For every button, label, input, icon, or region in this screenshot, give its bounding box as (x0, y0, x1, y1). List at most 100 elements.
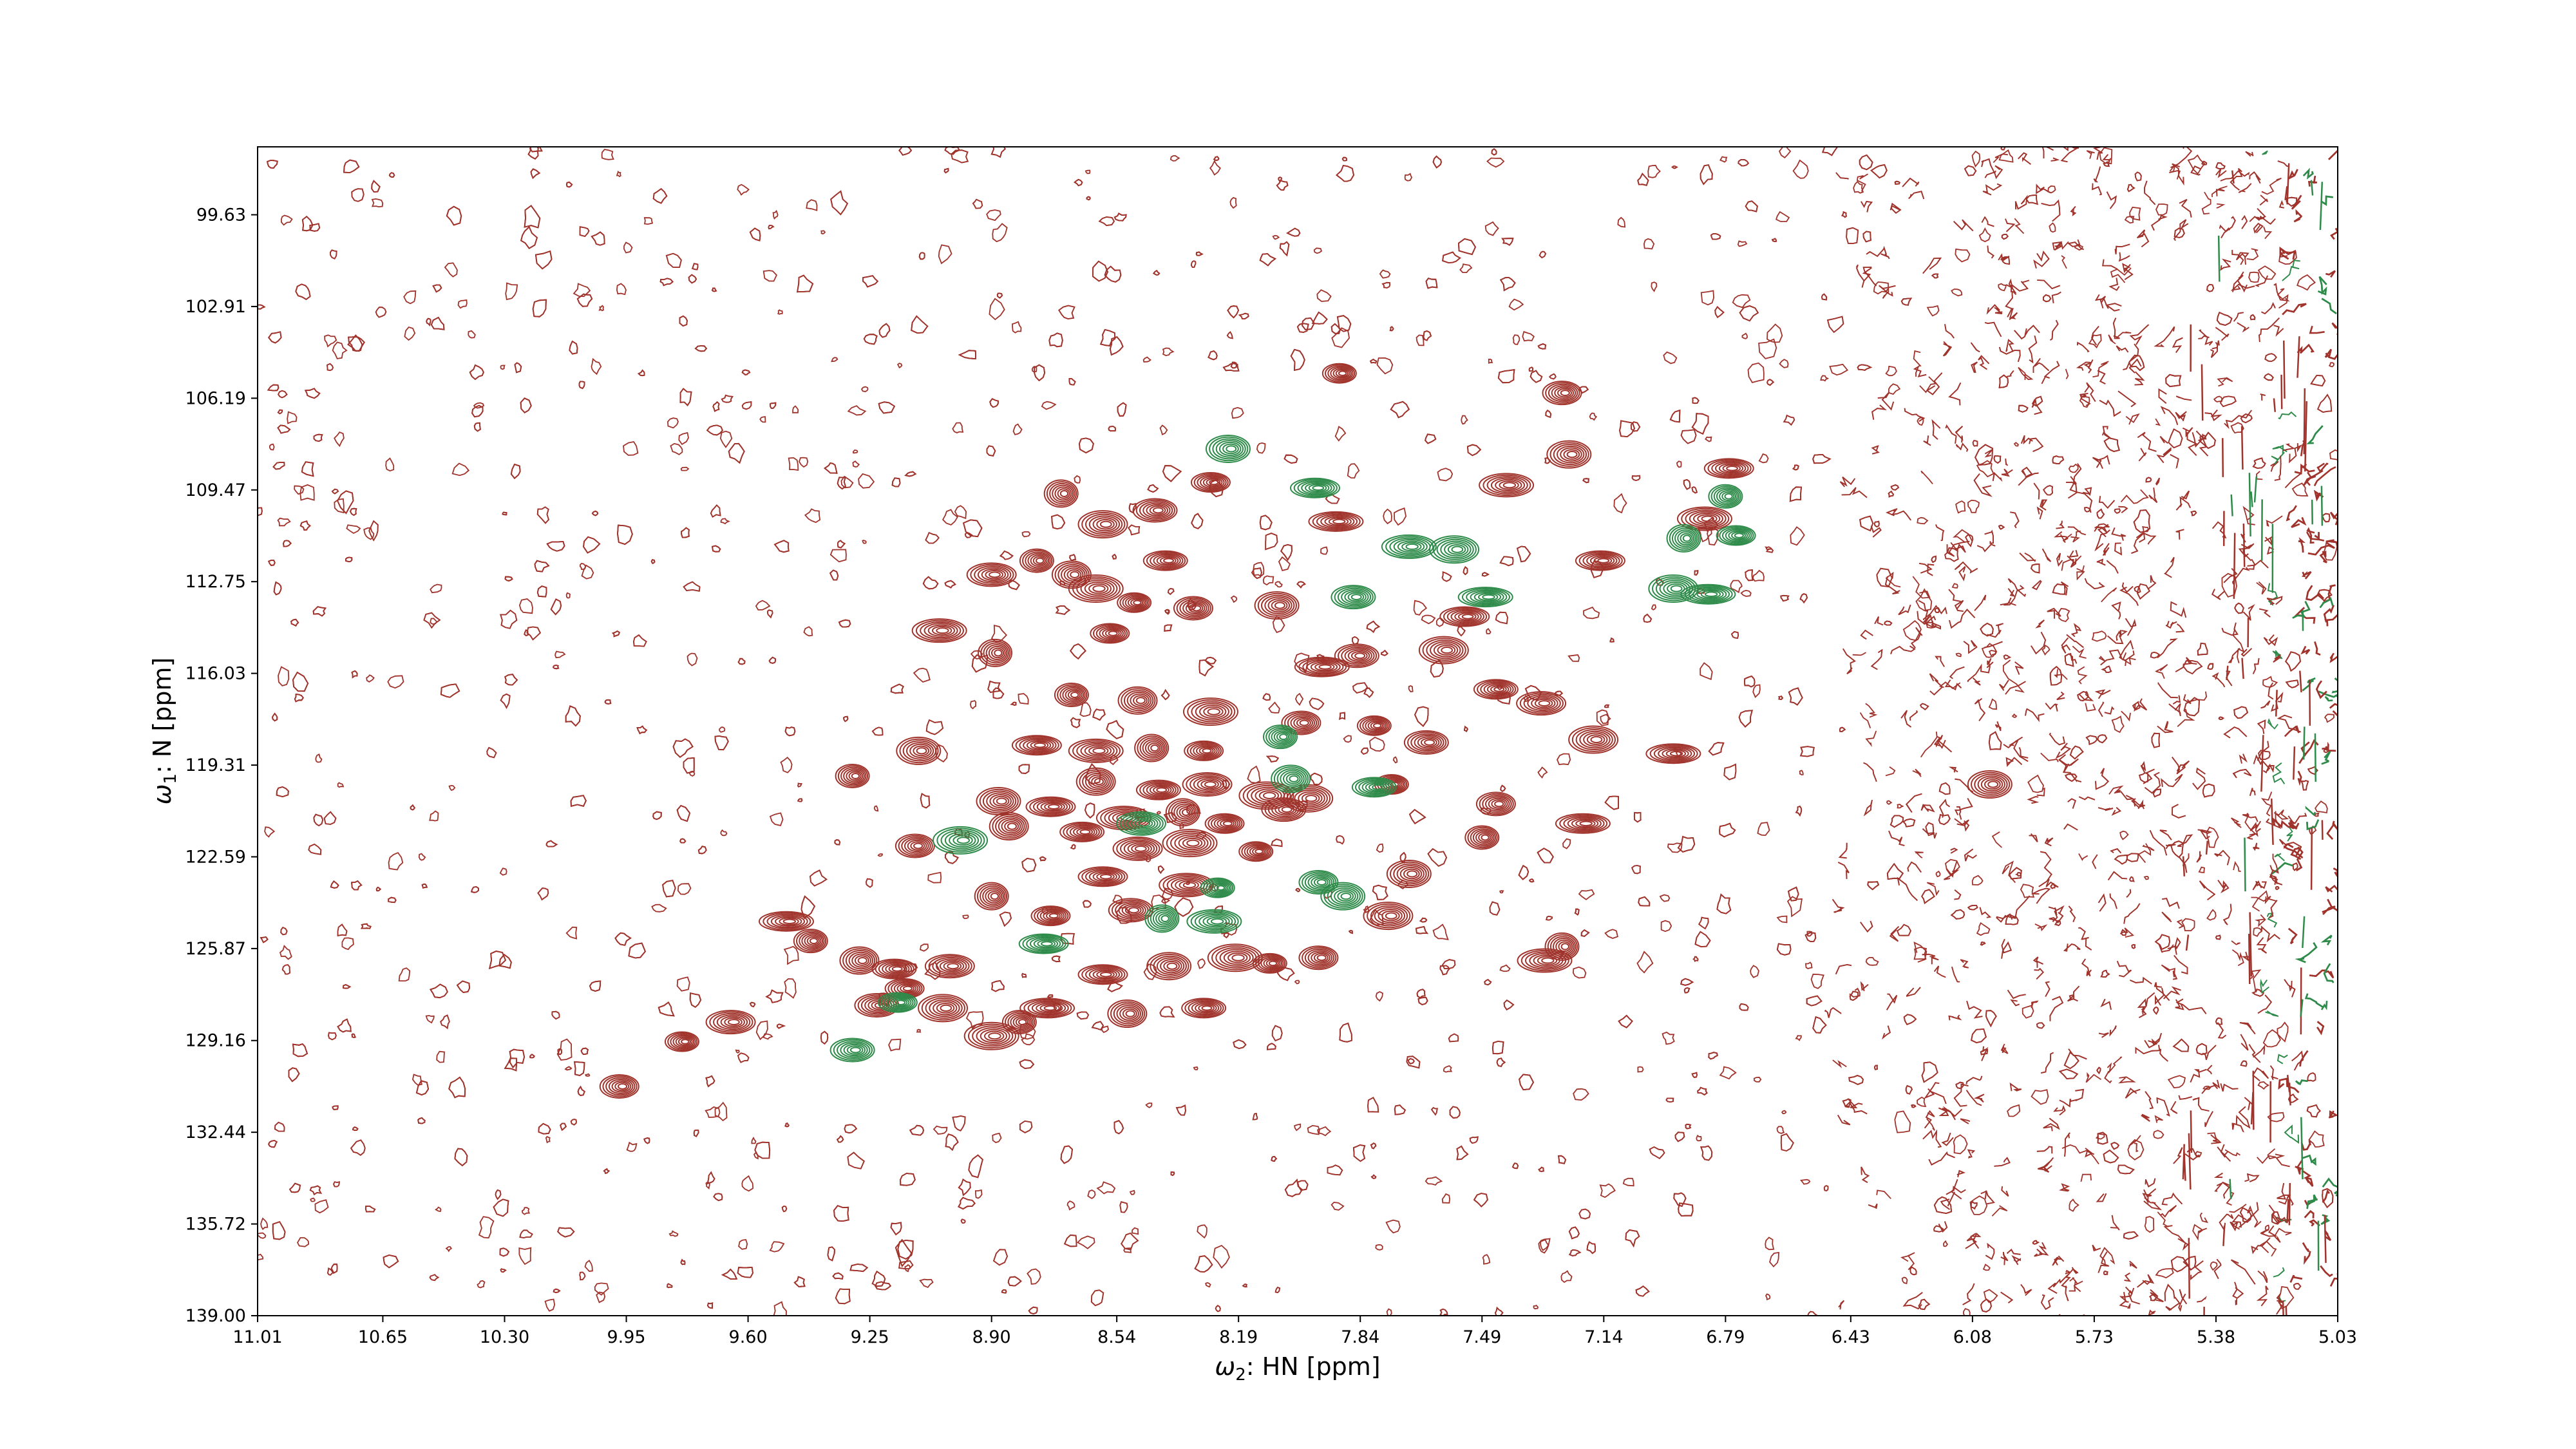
edge-contour (2274, 455, 2282, 481)
edge-contour (2289, 980, 2293, 992)
peak-contour-ring (1088, 583, 1109, 594)
edge-contour (2099, 1247, 2116, 1265)
edge-contour (2247, 564, 2255, 570)
edge-streak (2241, 658, 2244, 679)
edge-contour (2306, 585, 2324, 601)
noise-contour (509, 1048, 526, 1069)
noise-contour (847, 1151, 865, 1170)
noise-contour (1112, 895, 1123, 904)
edge-contour (2309, 325, 2325, 334)
edge-contour (1929, 673, 1944, 696)
edge-contour (2251, 1237, 2271, 1255)
peak-contour-ring (1096, 872, 1115, 881)
noise-contour (2218, 716, 2224, 721)
noise-contour (1618, 1014, 1633, 1028)
noise-contour (1680, 429, 1697, 444)
peak-contour-ring (1052, 484, 1074, 503)
noise-contour (1010, 701, 1017, 706)
edge-contour (2067, 555, 2077, 568)
noise-contour (1823, 1185, 1829, 1191)
peak-contour-ring (1461, 614, 1474, 620)
edge-contour (2081, 958, 2092, 977)
peak-contour-ring (931, 625, 952, 636)
edge-contour (1986, 658, 1994, 668)
edge-contour (1987, 623, 2003, 638)
edge-contour (2085, 703, 2096, 712)
noise-contour (1394, 1104, 1406, 1115)
noise-contour (1765, 1293, 1771, 1301)
peak-contour-ring (1142, 782, 1177, 798)
edge-contour (2036, 506, 2043, 520)
noise-contour (1980, 941, 1986, 946)
edge-contour (2027, 796, 2040, 804)
noise-contour (1310, 772, 1323, 785)
peak-contour-ring (779, 917, 799, 926)
edge-contour (2035, 620, 2045, 629)
noise-contour (1643, 613, 1653, 623)
peak-contour-ring (1186, 773, 1230, 795)
edge-contour (2154, 326, 2175, 347)
peak-contour-ring (1181, 808, 1191, 817)
noise-contour (1889, 815, 1904, 828)
edge-contour (2325, 884, 2338, 893)
edge-contour (2175, 999, 2184, 1010)
peak-contour-ring (672, 1035, 695, 1048)
peak-contour-ring (1325, 364, 1356, 383)
edge-streak (2286, 1198, 2289, 1224)
peak-contour-ring (1077, 510, 1128, 539)
noise-contour (260, 936, 269, 943)
edge-streak (2270, 798, 2274, 845)
noise-contour (1589, 412, 1598, 421)
edge-contour (1912, 768, 1922, 777)
edge-contour (2149, 829, 2168, 856)
noise-contour (1613, 493, 1627, 514)
edge-contour (1902, 177, 1920, 187)
noise-contour (1413, 600, 1428, 616)
peak-contour-ring (1122, 1008, 1137, 1019)
edge-contour (2091, 326, 2099, 346)
peak-contour-ring (1204, 781, 1217, 788)
noise-contour (258, 1253, 264, 1261)
noise-contour (1998, 149, 2014, 163)
peak-contour-ring (1722, 464, 1741, 473)
edge-contour (1944, 324, 1955, 339)
edge-contour (2255, 275, 2268, 287)
noise-contour (1423, 330, 1432, 341)
noise-contour (1439, 1308, 1448, 1316)
edge-contour (1865, 703, 1878, 718)
edge-contour (1926, 372, 1943, 395)
edge-contour (1970, 342, 1980, 353)
noise-contour (1331, 1202, 1345, 1211)
peak-contour-ring (1186, 741, 1222, 760)
peak-contour-group (1464, 825, 1500, 850)
noise-contour (737, 1052, 750, 1063)
edge-contour (2259, 194, 2268, 206)
peak-contour-group (966, 562, 1017, 587)
noise-contour (1752, 684, 1761, 698)
noise-contour (2154, 934, 2171, 951)
peak-contour-ring (1538, 700, 1551, 707)
edge-contour (1837, 862, 1850, 879)
peak-contour-ring (1362, 717, 1388, 734)
edge-contour (2003, 585, 2025, 606)
peak-contour-ring (875, 960, 914, 978)
peak-contour-ring (1473, 679, 1519, 700)
edge-streak (2233, 533, 2236, 599)
noise-contour (1538, 1166, 1544, 1172)
edge-contour (2322, 1189, 2330, 1203)
peak-contour-ring (1130, 598, 1144, 607)
edge-contour (2265, 1010, 2279, 1017)
noise-contour (1839, 726, 1846, 732)
edge-contour (1949, 766, 1958, 773)
edge-contour (2214, 1172, 2223, 1179)
noise-contour (388, 172, 395, 178)
noise-contour (1229, 196, 1237, 209)
edge-contour (2282, 443, 2295, 451)
edge-contour (2277, 1183, 2291, 1200)
noise-contour (434, 1206, 442, 1213)
peak-contour-ring (1547, 934, 1578, 960)
noise-contour (1392, 756, 1398, 764)
noise-contour (1427, 848, 1448, 867)
edge-contour (2201, 1079, 2221, 1094)
edge-contour (1986, 304, 2000, 315)
